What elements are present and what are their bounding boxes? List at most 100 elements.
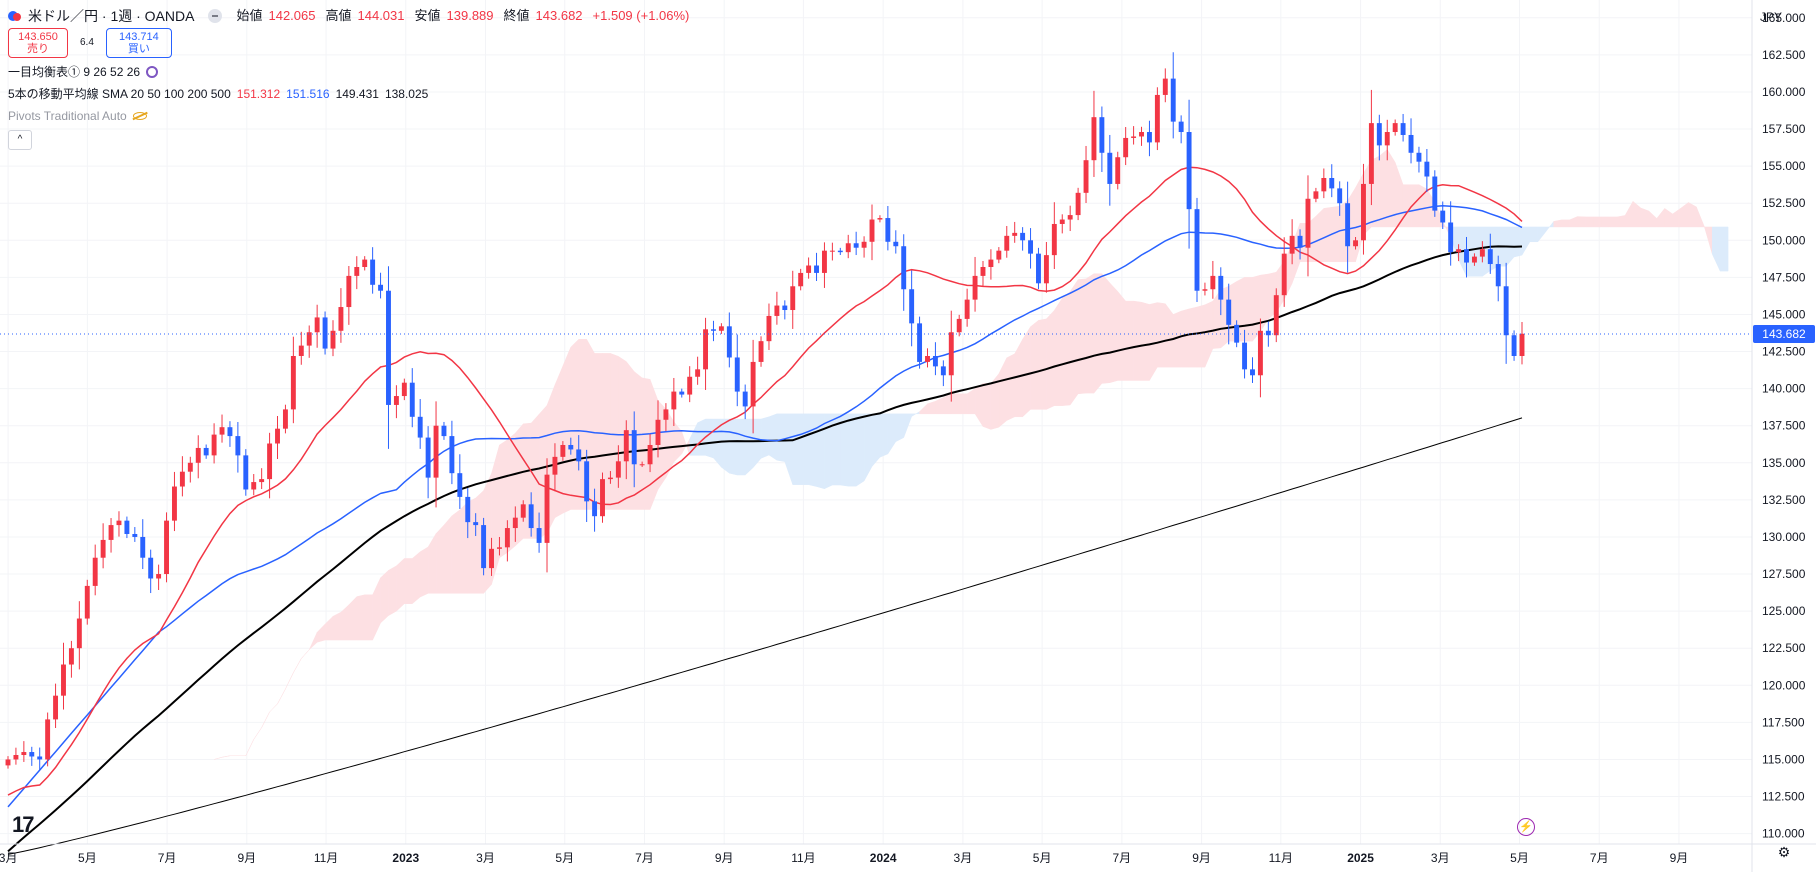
collapse-symbol-icon[interactable] bbox=[208, 9, 223, 23]
sell-button[interactable]: 143.650 売り bbox=[8, 28, 68, 58]
high-value: 144.031 bbox=[357, 8, 405, 23]
candle-body bbox=[187, 462, 193, 472]
symbol-title[interactable]: 米ドル／円 · 1週 · OANDA bbox=[28, 8, 195, 24]
candle-body bbox=[631, 430, 637, 465]
y-tick-label: 160.000 bbox=[1762, 85, 1806, 99]
cloud-segment bbox=[1402, 184, 1412, 228]
x-tick-label: 9月 bbox=[715, 851, 734, 865]
candle-body bbox=[1051, 223, 1057, 256]
cloud-segment bbox=[784, 413, 793, 485]
cloud-segment bbox=[1553, 219, 1562, 228]
candle-body bbox=[655, 419, 661, 445]
candle-body bbox=[1020, 232, 1026, 241]
y-tick-label: 162.500 bbox=[1762, 48, 1806, 62]
candle-body bbox=[282, 409, 288, 429]
candle-body bbox=[219, 427, 225, 435]
buy-label: 買い bbox=[127, 43, 150, 55]
candle-body bbox=[536, 528, 542, 543]
cloud-segment bbox=[1038, 318, 1047, 410]
candle-body bbox=[108, 525, 114, 540]
candle-body bbox=[711, 329, 716, 331]
cloud-segment bbox=[1133, 300, 1142, 381]
hidden-eye-icon[interactable] bbox=[132, 112, 147, 120]
cloud-segment bbox=[1680, 201, 1689, 228]
candle-body bbox=[996, 250, 1002, 260]
chevron-up-icon: ^ bbox=[17, 134, 23, 145]
candle-body bbox=[1099, 117, 1105, 153]
cloud-segment bbox=[1664, 207, 1673, 228]
trade-row: 143.650 売り 6.4 143.714 買い bbox=[8, 28, 689, 58]
candle-body bbox=[782, 305, 788, 311]
ichimoku-cloud bbox=[214, 148, 1729, 760]
candle-body bbox=[473, 522, 479, 526]
candle-body bbox=[1226, 299, 1232, 325]
cloud-segment bbox=[768, 413, 778, 461]
cloud-segment bbox=[285, 672, 294, 690]
candle-body bbox=[1028, 240, 1034, 254]
currency-label[interactable]: JPY bbox=[1760, 10, 1783, 24]
candle-body bbox=[647, 444, 653, 465]
y-tick-label: 157.500 bbox=[1762, 122, 1806, 136]
cloud-segment bbox=[800, 413, 809, 485]
cloud-segment bbox=[380, 569, 389, 624]
candle-body bbox=[1139, 132, 1144, 137]
price-axis[interactable]: 110.000 112.500 115.000 117.500 120.000 122.5… bbox=[1762, 11, 1806, 841]
collapse-legend-button[interactable]: ^ bbox=[8, 130, 32, 150]
candle-body bbox=[1004, 235, 1010, 251]
cloud-segment bbox=[1165, 302, 1174, 368]
cloud-segment bbox=[1688, 202, 1697, 228]
gear-icon[interactable]: ⚙ bbox=[1777, 844, 1791, 860]
grid bbox=[0, 0, 1752, 844]
candle-body bbox=[1424, 161, 1430, 177]
candle-body bbox=[1154, 94, 1160, 143]
cloud-segment bbox=[935, 397, 944, 415]
x-tick-label: 11月 bbox=[1269, 851, 1293, 865]
candle-body bbox=[259, 479, 265, 483]
candle-body bbox=[1345, 203, 1351, 247]
candle-body bbox=[148, 557, 154, 579]
open-label: 始値 bbox=[236, 8, 263, 23]
candle-body bbox=[1210, 275, 1216, 290]
candle-body bbox=[1218, 275, 1224, 300]
lightning-icon[interactable]: ⚡ bbox=[1517, 818, 1535, 836]
cloud-segment bbox=[1093, 273, 1103, 394]
ichimoku-legend[interactable]: 一目均衡表① 9 26 52 26 bbox=[8, 64, 689, 80]
candle-body bbox=[552, 456, 558, 475]
y-tick-label: 132.500 bbox=[1762, 493, 1806, 507]
candle-body bbox=[314, 317, 320, 333]
cloud-segment bbox=[1585, 216, 1594, 228]
x-tick-label: 11月 bbox=[314, 851, 338, 865]
x-tick-label: 5月 bbox=[78, 851, 97, 865]
cloud-segment bbox=[412, 551, 421, 605]
candle-body bbox=[639, 464, 645, 466]
candle-body bbox=[1511, 335, 1517, 356]
sma-legend[interactable]: 5本の移動平均線 SMA 20 50 100 200 500 151.312 1… bbox=[8, 86, 689, 102]
y-tick-label: 117.500 bbox=[1762, 715, 1805, 729]
candle-body bbox=[1123, 137, 1129, 158]
x-tick-label: 7月 bbox=[1113, 851, 1132, 865]
candle-body bbox=[845, 243, 851, 253]
cloud-segment bbox=[966, 388, 976, 415]
cloud-segment bbox=[705, 418, 714, 459]
pivots-legend[interactable]: Pivots Traditional Auto bbox=[8, 108, 689, 124]
candle-body bbox=[568, 444, 574, 450]
tradingview-logo[interactable]: 17 bbox=[12, 812, 35, 837]
moving-averages bbox=[7, 166, 1523, 855]
candle-body bbox=[1408, 134, 1414, 153]
candle-body bbox=[132, 533, 138, 537]
candle-body bbox=[821, 250, 827, 273]
candle-body bbox=[1456, 249, 1462, 253]
buy-button[interactable]: 143.714 買い bbox=[105, 28, 172, 58]
low-value: 139.889 bbox=[446, 8, 494, 23]
cloud-segment bbox=[760, 416, 770, 459]
cloud-segment bbox=[1141, 301, 1150, 381]
candle-body bbox=[623, 430, 629, 462]
sma100-value: 149.431 bbox=[335, 87, 379, 101]
candle-body bbox=[932, 355, 938, 367]
sma100-line bbox=[7, 245, 1523, 853]
cloud-segment bbox=[776, 413, 786, 462]
time-axis[interactable]: 3月 5月 7月 9月 11月 2023 3月 5月 7月 9月 11月 2024 3月 5月 7月 9月 11… bbox=[0, 851, 1688, 865]
candle-body bbox=[449, 436, 455, 474]
